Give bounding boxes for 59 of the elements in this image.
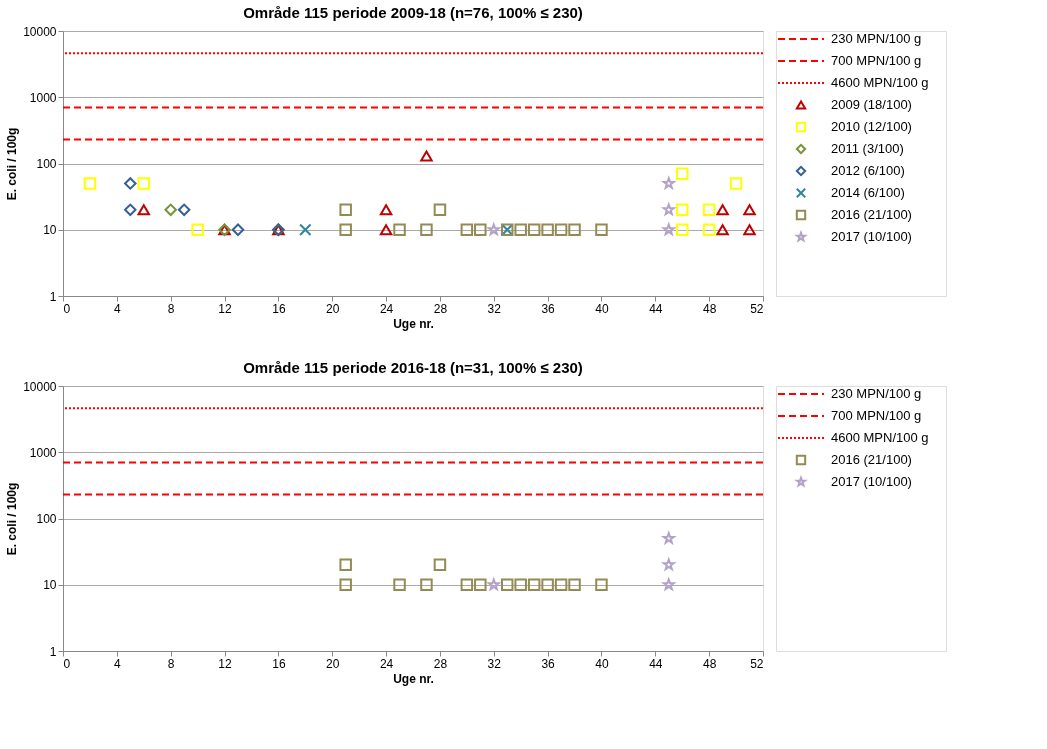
x-tick-label: 16 (272, 656, 286, 671)
x-tick-label: 12 (218, 301, 233, 316)
x-tick-label: 8 (167, 656, 175, 671)
x-tick-label: 48 (702, 301, 717, 316)
x-axis-title: Uge nr. (393, 316, 434, 331)
y-tick-label: 10000 (23, 24, 57, 39)
legend-label: 2010 (12/100) (831, 119, 912, 134)
x-tick-label: 24 (379, 301, 394, 316)
y-tick-label: 1000 (29, 90, 57, 105)
x-tick-label: 36 (541, 301, 556, 316)
legend-label: 2017 (10/100) (831, 474, 912, 489)
y-tick-label: 1 (49, 644, 57, 659)
x-tick-label: 48 (702, 656, 717, 671)
chart-title: Område 115 periode 2009-18 (n=76, 100% ≤ 230) (243, 4, 583, 21)
legend-label: 2017 (10/100) (831, 229, 912, 244)
legend-label: 2011 (3/100) (831, 141, 904, 156)
x-tick-label: 32 (487, 656, 502, 671)
x-tick-label: 44 (649, 656, 663, 671)
x-tick-label: 16 (272, 301, 286, 316)
x-tick-label: 52 (750, 656, 764, 671)
x-tick-label: 32 (487, 301, 502, 316)
y-tick-label: 100 (36, 157, 57, 171)
y-axis-title: E. coli / 100g (5, 482, 20, 556)
y-tick-label: 10000 (23, 379, 57, 394)
chart-title: Område 115 periode 2016-18 (n=31, 100% ≤ 230) (243, 359, 583, 376)
legend-label: 4600 MPN/100 g (831, 430, 929, 445)
legend-label: 4600 MPN/100 g (831, 75, 929, 90)
y-tick-label: 10 (43, 578, 57, 593)
x-tick-label: 4 (114, 301, 121, 316)
x-tick-label: 36 (541, 656, 556, 671)
legend-label: 2009 (18/100) (831, 97, 912, 112)
x-axis-title: Uge nr. (393, 671, 434, 686)
y-tick-label: 1 (49, 289, 57, 304)
legend-label: 700 MPN/100 g (831, 53, 922, 68)
x-tick-label: 24 (379, 656, 394, 671)
x-tick-label: 52 (750, 301, 764, 316)
x-tick-label: 20 (326, 301, 340, 316)
legend-label: 2012 (6/100) (831, 163, 905, 178)
x-tick-label: 12 (218, 656, 233, 671)
x-tick-label: 28 (433, 656, 448, 671)
x-tick-label: 4 (114, 656, 121, 671)
x-tick-label: 40 (595, 301, 609, 316)
x-tick-label: 44 (649, 301, 663, 316)
legend-label: 700 MPN/100 g (831, 408, 922, 423)
y-tick-label: 100 (36, 512, 57, 526)
x-tick-label: 0 (63, 301, 71, 316)
legend-label: 2014 (6/100) (831, 185, 905, 200)
x-tick-label: 20 (326, 656, 340, 671)
x-tick-label: 0 (63, 656, 71, 671)
x-tick-label: 40 (595, 656, 609, 671)
y-tick-label: 1000 (29, 445, 57, 460)
legend-label: 230 MPN/100 g (831, 386, 922, 401)
y-axis-title: E. coli / 100g (5, 127, 20, 201)
y-tick-label: 10 (43, 223, 57, 238)
x-tick-label: 28 (433, 301, 448, 316)
x-tick-label: 8 (167, 301, 175, 316)
legend-label: 2016 (21/100) (831, 207, 912, 222)
legend-label: 2016 (21/100) (831, 452, 912, 467)
legend-label: 230 MPN/100 g (831, 31, 922, 46)
